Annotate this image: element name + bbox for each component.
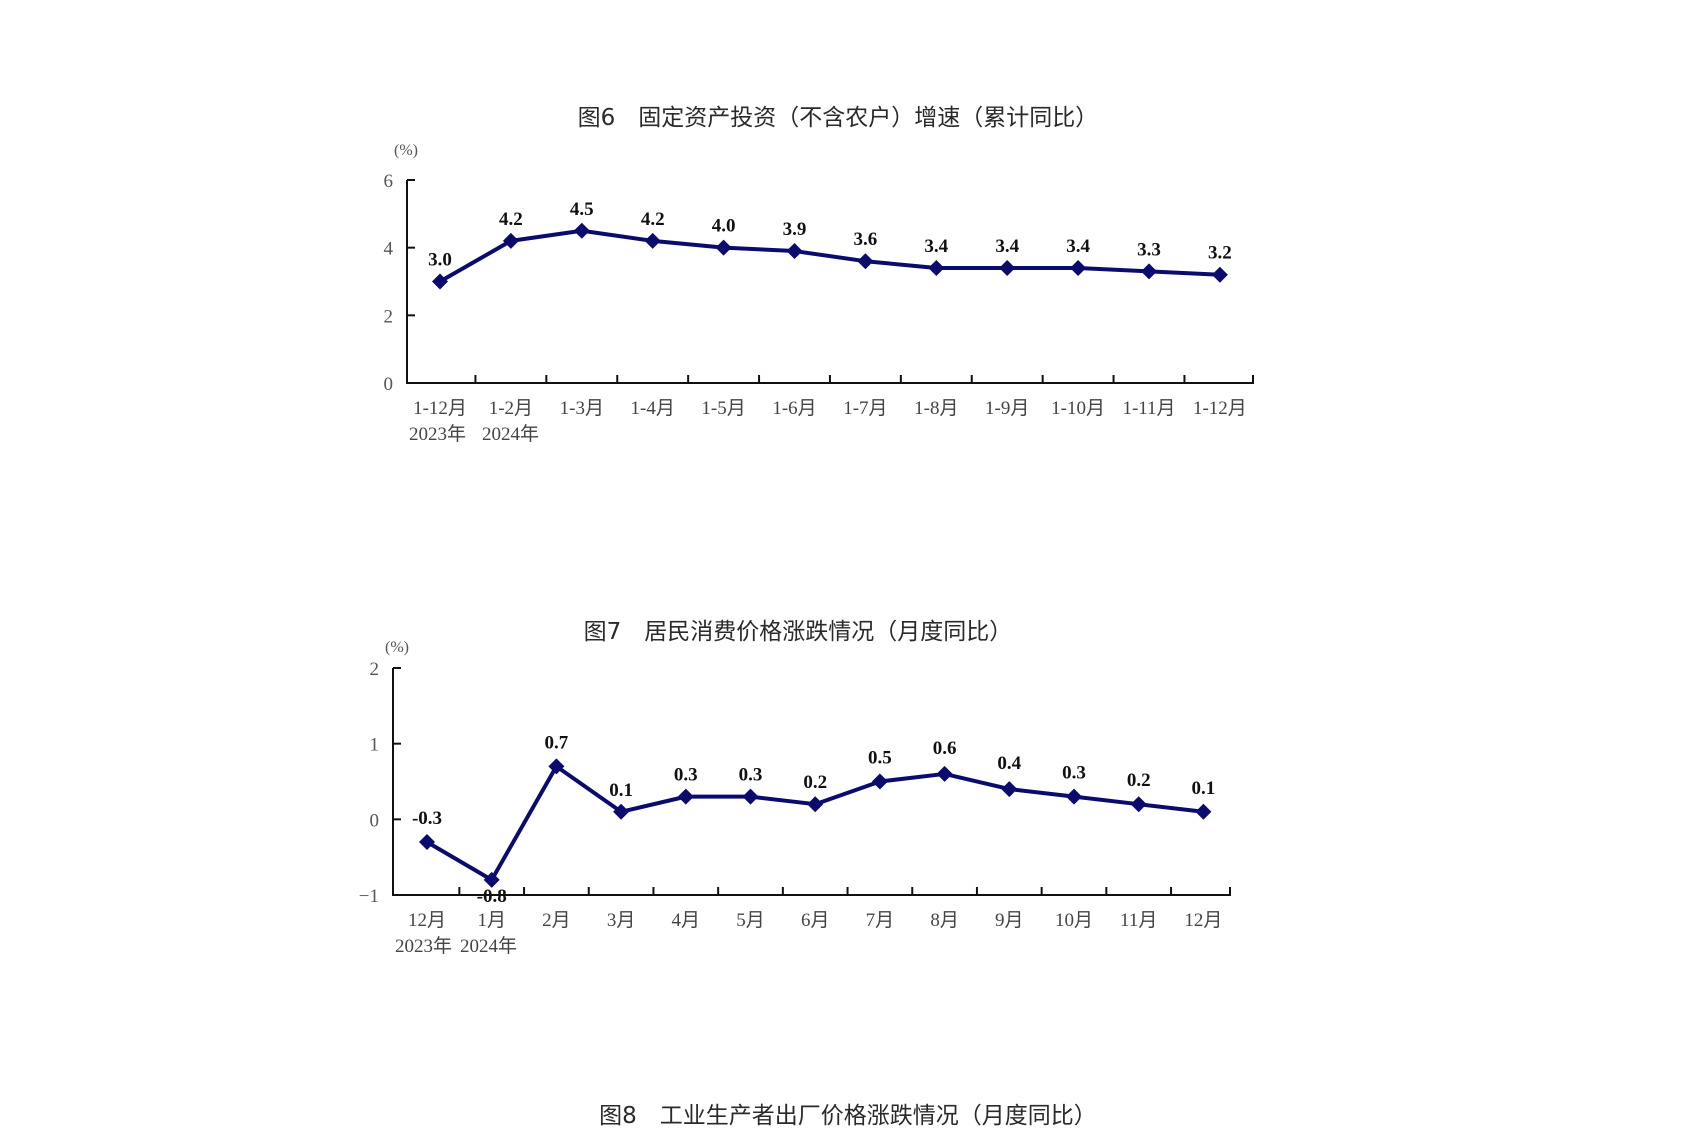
diamond-marker-icon: [1130, 796, 1147, 813]
x-category-label: 1-3月: [560, 398, 604, 419]
x-category-label: 1-5月: [701, 398, 745, 419]
x-category-label: 1-6月: [772, 398, 816, 419]
data-value-label: 3.3: [1137, 239, 1161, 260]
data-value-label: 3.9: [783, 219, 807, 240]
figure-6-title: 图6 固定资产投资（不含农户）增速（累计同比）: [577, 105, 1099, 131]
y-unit-label: (%): [385, 639, 409, 656]
x-category-label: 8月: [930, 910, 959, 931]
x-category-label: 9月: [995, 910, 1024, 931]
diamond-marker-icon: [936, 765, 953, 782]
diamond-marker-icon: [677, 788, 694, 805]
diamond-marker-icon: [644, 232, 661, 249]
data-value-label: 3.2: [1208, 243, 1232, 264]
data-value-label: 3.4: [1066, 236, 1090, 257]
data-value-label: 3.0: [428, 250, 452, 271]
data-value-label: 0.1: [1192, 778, 1216, 799]
y-tick-label: 4: [384, 239, 394, 260]
y-tick-label: −1: [359, 886, 379, 907]
data-value-label: 3.4: [995, 236, 1019, 257]
x-category-label: 10月: [1055, 910, 1093, 931]
x-category-label: 11月: [1120, 910, 1157, 931]
figure-7-title: 图7 居民消费价格涨跌情况（月度同比）: [583, 619, 1013, 645]
data-value-label: 0.4: [997, 753, 1021, 774]
data-value-label: 0.7: [545, 732, 569, 753]
diamond-marker-icon: [715, 239, 732, 256]
diamond-marker-icon: [786, 243, 803, 260]
diamond-marker-icon: [1141, 263, 1157, 280]
data-value-label: 0.2: [1127, 770, 1151, 791]
diamond-marker-icon: [928, 259, 945, 276]
x-category-label: 1-4月: [631, 398, 675, 419]
data-value-label: 0.3: [1062, 763, 1086, 784]
x-category-label: 6月: [801, 910, 830, 931]
data-value-label: 4.0: [712, 216, 736, 237]
x-year-label: 2024年: [482, 423, 539, 445]
x-category-label: 1-8月: [914, 398, 958, 419]
diamond-marker-icon: [857, 253, 874, 270]
x-category-label: 1-12月: [1193, 398, 1247, 419]
diamond-marker-icon: [807, 796, 824, 813]
data-value-label: 3.4: [924, 236, 948, 257]
diamond-marker-icon: [432, 273, 448, 290]
data-value-label: 0.1: [609, 780, 633, 801]
x-category-label: 1-7月: [843, 398, 887, 419]
data-value-label: 3.6: [854, 229, 878, 250]
diamond-marker-icon: [871, 773, 888, 790]
x-category-label: 1-9月: [985, 398, 1029, 419]
diamond-marker-icon: [419, 834, 435, 851]
diamond-marker-icon: [1211, 266, 1228, 283]
x-year-label: 2024年: [460, 935, 517, 957]
diamond-marker-icon: [613, 803, 630, 820]
x-category-label: 5月: [736, 910, 765, 931]
diamond-marker-icon: [502, 232, 519, 249]
x-year-label: 2023年: [409, 423, 466, 445]
x-category-label: 7月: [866, 910, 895, 931]
x-category-label: 1月: [477, 910, 506, 931]
axes: [392, 668, 1231, 896]
diamond-marker-icon: [1195, 803, 1212, 820]
diamond-marker-icon: [1070, 259, 1087, 276]
y-tick-label: 0: [384, 374, 394, 395]
x-category-label: 2月: [542, 910, 571, 931]
data-value-label: 4.2: [499, 209, 523, 230]
diamond-marker-icon: [1066, 788, 1082, 805]
x-category-label: 12月: [1184, 910, 1222, 931]
diamond-marker-icon: [483, 871, 500, 888]
diamond-marker-icon: [573, 222, 590, 239]
data-value-label: -0.8: [477, 886, 507, 907]
x-category-label: 1-11月: [1122, 398, 1175, 419]
data-value-label: 0.2: [803, 772, 827, 793]
x-category-label: 1-12月: [413, 398, 467, 419]
y-unit-label: (%): [394, 142, 418, 159]
data-value-label: 4.2: [641, 209, 665, 230]
y-tick-label: 0: [370, 810, 380, 831]
y-tick-label: 6: [384, 171, 394, 192]
diamond-marker-icon: [999, 259, 1016, 276]
data-value-label: 4.5: [570, 199, 594, 220]
y-tick-label: 1: [370, 735, 380, 756]
y-tick-label: 2: [370, 659, 380, 680]
data-value-label: -0.3: [412, 808, 442, 829]
diamond-marker-icon: [548, 758, 565, 775]
x-category-label: 12月: [408, 910, 446, 931]
x-category-label: 4月: [672, 910, 701, 931]
diamond-marker-icon: [742, 788, 759, 805]
data-value-label: 0.5: [868, 748, 892, 769]
x-category-label: 3月: [607, 910, 636, 931]
x-year-label: 2023年: [395, 935, 452, 957]
x-category-label: 1-10月: [1051, 398, 1105, 419]
figure-8-title: 图8 工业生产者出厂价格涨跌情况（月度同比）: [599, 1103, 1097, 1129]
data-value-label: 0.6: [933, 738, 957, 759]
series-line: [439, 228, 1220, 284]
data-value-label: 0.3: [674, 765, 698, 786]
data-value-label: 0.3: [739, 765, 763, 786]
diamond-marker-icon: [1001, 781, 1018, 798]
x-category-label: 1-2月: [489, 398, 533, 419]
y-tick-label: 2: [384, 306, 394, 327]
